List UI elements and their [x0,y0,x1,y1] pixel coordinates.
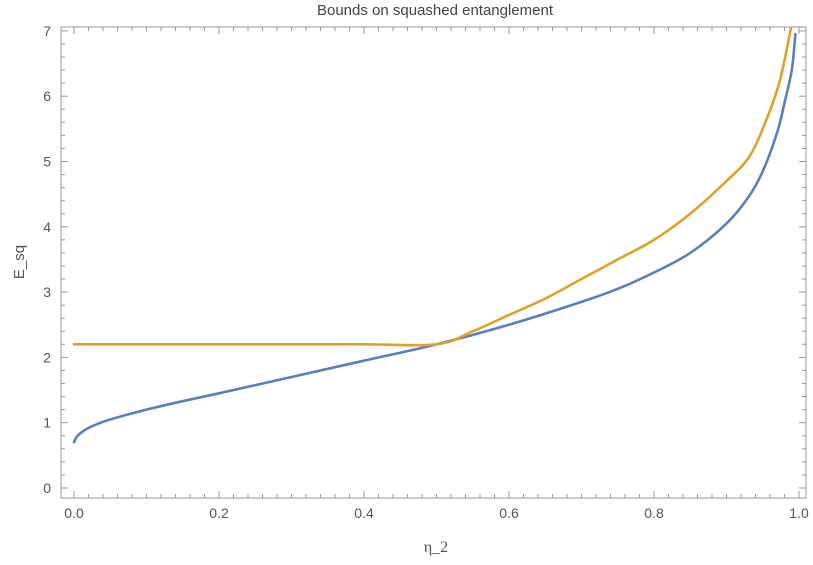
y-axis-label: E_sq [11,245,28,279]
y-tick-label: 3 [43,284,51,300]
x-tick-label: 0.4 [354,505,374,521]
y-tick-label: 1 [43,415,51,431]
x-tick-label: 0.0 [64,505,84,521]
series-line-blue [72,32,797,444]
series-layer [72,27,797,444]
y-tick-label: 7 [43,23,51,39]
tick-labels: 0.0 0.2 0.4 0.6 0.8 1.0 0 1 2 3 4 5 6 7 [43,23,809,521]
series-line-orange [72,27,793,347]
x-tick-label: 0.2 [209,505,229,521]
y-tick-label: 4 [43,219,51,235]
x-axis-label: η_2 [424,539,448,556]
y-tick-label: 5 [43,154,51,170]
x-tick-label: 1.0 [789,505,809,521]
x-tick-label: 0.6 [499,505,519,521]
chart-title: Bounds on squashed entanglement [317,2,554,19]
y-tick-label: 2 [43,349,51,365]
axis-ticks [61,27,806,498]
plot-frame [60,26,807,499]
x-tick-label: 0.8 [644,505,664,521]
y-tick-label: 0 [43,480,51,496]
y-tick-label: 6 [43,88,51,104]
